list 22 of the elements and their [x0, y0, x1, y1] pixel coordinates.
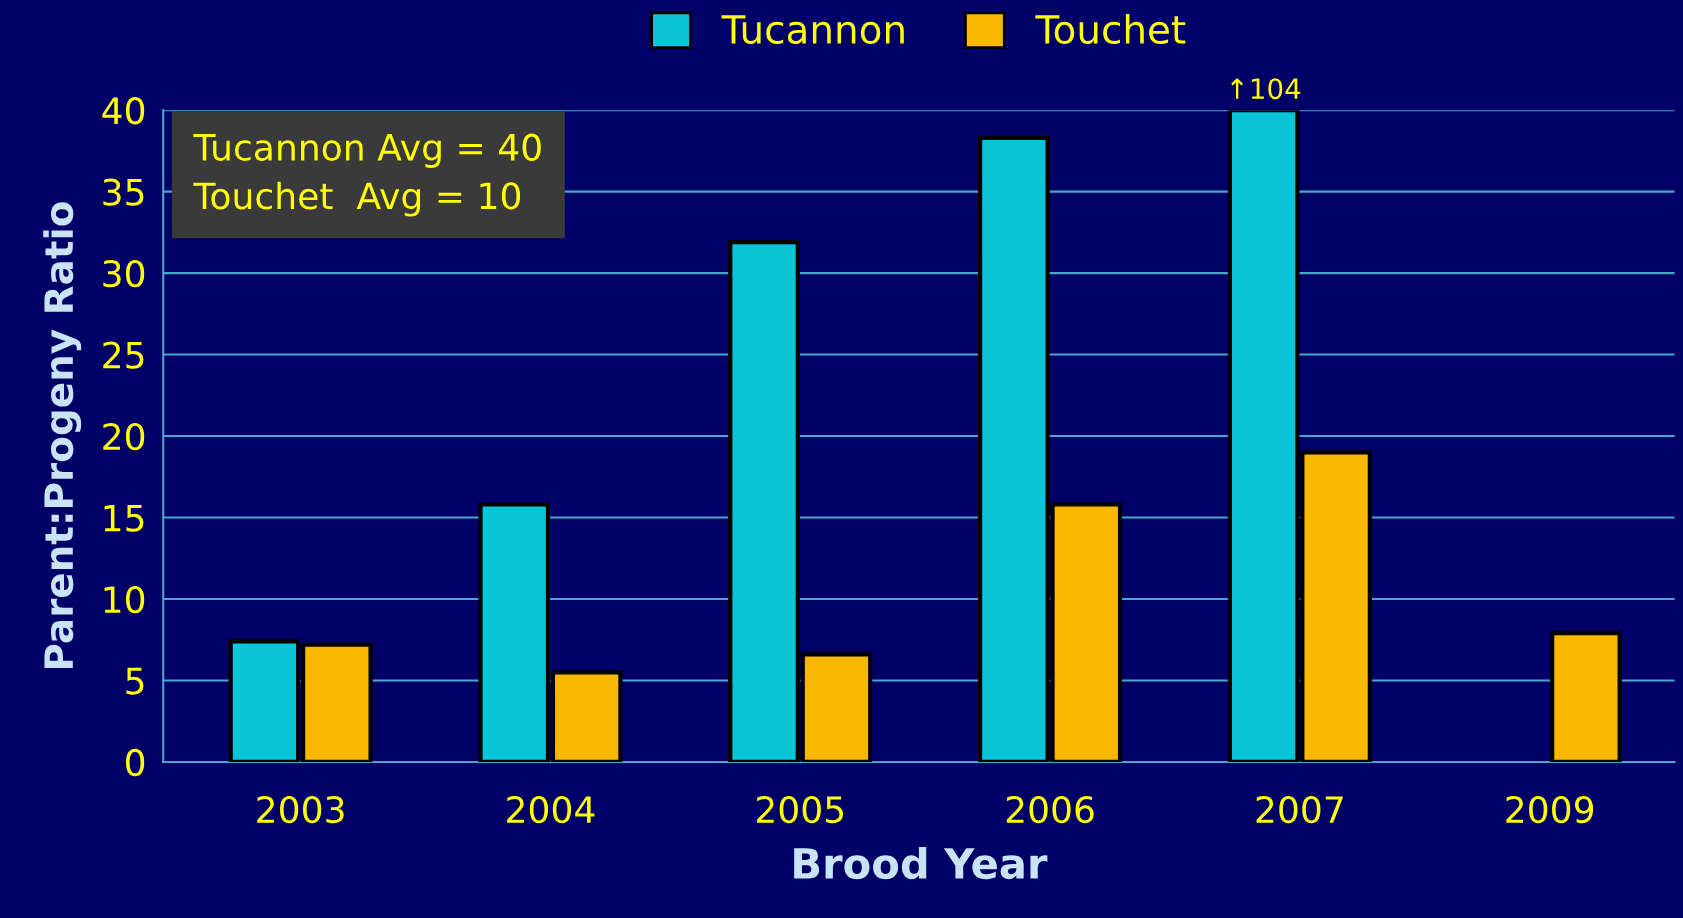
legend-label: Tucannon [721, 15, 904, 45]
y-axis-title: Parent:Progeny Ratio [43, 202, 82, 669]
y-tick-label: 5 [126, 667, 144, 695]
y-tick-label: 35 [103, 178, 144, 206]
legend-label: Touchet [1035, 13, 1186, 45]
x-tick-label: 2004 [507, 795, 595, 824]
annotation: Touchet Avg = 10 [193, 181, 521, 217]
y-tick-label: 0 [125, 748, 145, 777]
y-tick-label: 10 [104, 585, 145, 614]
y-tick-label: 30 [103, 260, 145, 288]
x-tick-label: 2007 [1256, 795, 1343, 824]
x-tick-label: 2003 [257, 795, 344, 824]
annotation: ↑104 [1231, 78, 1301, 100]
y-tick-label: 15 [104, 504, 144, 532]
x-axis-title: Brood Year [794, 846, 1048, 880]
y-tick-label: 40 [102, 97, 145, 125]
y-tick-label: 25 [103, 341, 144, 369]
x-tick-label: 2009 [1506, 795, 1594, 824]
x-tick-label: 2005 [756, 795, 844, 824]
y-tick-label: 20 [103, 422, 145, 451]
annotation: Tucannon Avg = 40 [193, 133, 541, 168]
x-tick-label: 2006 [1006, 795, 1094, 824]
